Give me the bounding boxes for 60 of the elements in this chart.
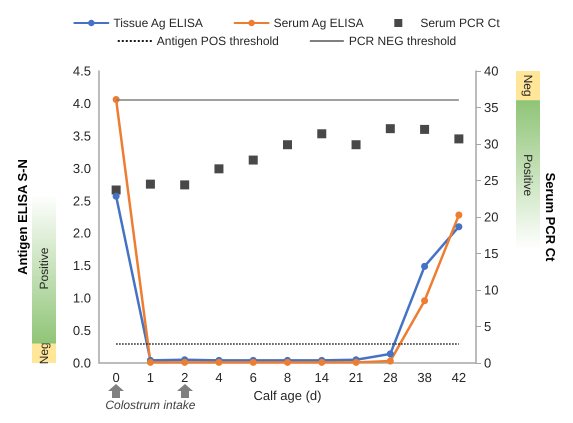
x-tick-label: 0 bbox=[112, 370, 120, 385]
x-tick-label: 1 bbox=[146, 370, 154, 385]
point bbox=[283, 140, 292, 150]
legend-label: Serum PCR Ct bbox=[420, 16, 500, 30]
scale-key: Neg Positive bbox=[516, 8, 540, 415]
point bbox=[180, 180, 190, 190]
y-tick-label: 2.5 bbox=[72, 193, 91, 208]
point bbox=[420, 124, 430, 134]
x-tick-label: 4 bbox=[215, 370, 223, 385]
y2-tick-label: 30 bbox=[484, 136, 498, 152]
y2-tick-label: 20 bbox=[484, 210, 498, 224]
y-tick-label: 4.0 bbox=[72, 96, 91, 111]
y-axis-title: Antigen ELISA S-N bbox=[15, 159, 30, 275]
y2-axis-title: Serum PCR Ct bbox=[543, 172, 558, 262]
x-tick-label: 14 bbox=[314, 370, 330, 385]
y2-tick-label: 10 bbox=[484, 282, 498, 298]
point bbox=[421, 262, 428, 270]
x-tick-label: 21 bbox=[348, 370, 364, 385]
point bbox=[181, 358, 188, 366]
y-tick-label: 1.0 bbox=[72, 290, 91, 306]
y-tick-label: 3.0 bbox=[72, 160, 91, 176]
point bbox=[386, 124, 395, 134]
x-tick-label: 42 bbox=[452, 370, 466, 385]
point bbox=[214, 164, 224, 174]
y-tick-label: 3.5 bbox=[72, 128, 91, 144]
legend-label: Serum Ag ELISA bbox=[274, 16, 364, 30]
legend-label: PCR NEG threshold bbox=[348, 34, 456, 48]
y2-tick-label: 0 bbox=[484, 356, 492, 370]
y2-tick-label: 15 bbox=[484, 246, 498, 261]
x-tick-label: 38 bbox=[417, 370, 432, 385]
text: Colostrum intake bbox=[104, 398, 196, 412]
x-tick-label: 6 bbox=[250, 370, 257, 385]
y-tick-label: 4.5 bbox=[72, 64, 91, 78]
y-tick-label: 0.5 bbox=[72, 323, 91, 338]
y2-tick-label: 25 bbox=[484, 173, 498, 188]
point bbox=[352, 140, 361, 150]
point bbox=[146, 180, 155, 189]
y2-tick-label: 35 bbox=[484, 100, 498, 115]
y-tick-label: 2.0 bbox=[72, 226, 91, 241]
y-tick-label: 1.5 bbox=[72, 258, 91, 274]
point bbox=[421, 297, 428, 304]
point bbox=[455, 223, 462, 230]
point bbox=[455, 212, 462, 219]
point bbox=[317, 129, 326, 138]
point bbox=[112, 185, 121, 194]
x-axis-title: Calf age (d) bbox=[254, 388, 322, 403]
point bbox=[386, 358, 394, 365]
y-tick-label: 0.0 bbox=[72, 356, 91, 370]
legend-label: Antigen POS threshold bbox=[156, 34, 279, 48]
x-tick-label: 8 bbox=[284, 370, 292, 385]
y2-tick-label: 40 bbox=[484, 64, 498, 78]
legend-label: Tissue Ag ELISA bbox=[113, 16, 203, 30]
point bbox=[352, 358, 360, 366]
point bbox=[454, 134, 464, 144]
y2-tick-label: 5 bbox=[484, 319, 492, 334]
x-tick-label: 28 bbox=[383, 370, 398, 385]
x-tick-label: 2 bbox=[181, 370, 188, 385]
point bbox=[248, 156, 258, 165]
point bbox=[386, 350, 394, 358]
point bbox=[112, 192, 120, 200]
